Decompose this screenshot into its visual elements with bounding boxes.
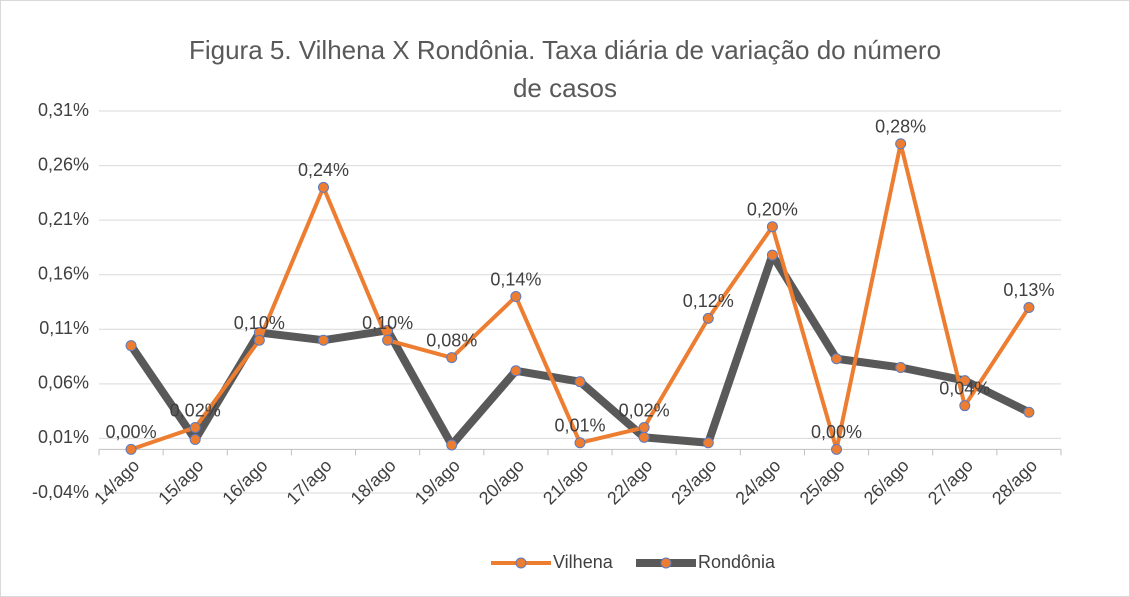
x-tick-label: 28/ago	[988, 455, 1041, 508]
data-label: 0,14%	[490, 269, 541, 289]
marker	[510, 365, 522, 377]
y-tick-label: 0,31%	[38, 100, 89, 120]
marker	[831, 443, 843, 455]
x-tick-label: 25/ago	[796, 455, 849, 508]
data-label: 0,10%	[234, 313, 285, 333]
y-tick-label: 0,26%	[38, 154, 89, 174]
marker	[895, 138, 907, 150]
x-tick-label: 19/ago	[411, 455, 464, 508]
legend-label: Rondônia	[698, 552, 776, 572]
marker	[382, 334, 394, 346]
x-tick-label: 26/ago	[860, 455, 913, 508]
data-label: 0,12%	[683, 291, 734, 311]
data-label: 0,28%	[875, 116, 926, 136]
x-tick-label: 16/ago	[218, 455, 271, 508]
marker	[1023, 301, 1035, 313]
x-tick-label: 17/ago	[283, 455, 336, 508]
x-tick-label: 23/ago	[667, 455, 720, 508]
y-tick-label: 0,01%	[38, 427, 89, 447]
data-label: 0,20%	[747, 199, 798, 219]
y-tick-label: 0,16%	[38, 263, 89, 283]
x-tick-label: 18/ago	[347, 455, 400, 508]
marker	[510, 291, 522, 303]
x-tick-label: 24/ago	[732, 455, 785, 508]
x-tick-label: 27/ago	[924, 455, 977, 508]
x-tick-label: 15/ago	[154, 455, 207, 508]
marker	[895, 361, 907, 373]
x-tick-label: 14/ago	[90, 455, 143, 508]
data-label: 0,08%	[426, 330, 477, 350]
marker	[831, 353, 843, 365]
marker	[638, 431, 650, 443]
x-tick-label: 21/ago	[539, 455, 592, 508]
chart-title: Figura 5. Vilhena X Rondônia. Taxa diári…	[188, 35, 942, 103]
data-label: 0,02%	[170, 400, 221, 420]
legend-marker	[515, 557, 527, 569]
marker	[125, 443, 137, 455]
marker	[1023, 406, 1035, 418]
marker	[446, 439, 458, 451]
marker	[574, 437, 586, 449]
data-label: 0,00%	[106, 422, 157, 442]
marker	[317, 334, 329, 346]
marker	[446, 352, 458, 364]
marker	[574, 376, 586, 388]
x-tick-label: 20/ago	[475, 455, 528, 508]
data-label: 0,01%	[554, 416, 605, 436]
data-label: 0,04%	[939, 378, 990, 398]
marker	[189, 434, 201, 446]
legend-marker	[660, 557, 672, 569]
marker	[317, 181, 329, 193]
y-tick-label: 0,11%	[39, 318, 89, 338]
marker	[638, 422, 650, 434]
data-label: 0,10%	[362, 313, 413, 333]
marker	[253, 334, 265, 346]
marker	[959, 400, 971, 412]
data-label: 0,02%	[619, 400, 670, 420]
marker	[702, 437, 714, 449]
marker	[702, 312, 714, 324]
y-tick-label: -0,04%	[32, 482, 89, 502]
x-tick-label: 22/ago	[603, 455, 656, 508]
series-line	[130, 141, 1031, 452]
marker	[125, 340, 137, 352]
legend-label: Vilhena	[553, 552, 614, 572]
marker	[189, 422, 201, 434]
marker	[766, 221, 778, 233]
y-tick-label: 0,21%	[38, 209, 89, 229]
data-label: 0,00%	[811, 422, 862, 442]
y-tick-label: 0,06%	[38, 373, 89, 393]
marker	[766, 249, 778, 261]
data-label: 0,24%	[298, 160, 349, 180]
data-label: 0,13%	[1003, 280, 1054, 300]
